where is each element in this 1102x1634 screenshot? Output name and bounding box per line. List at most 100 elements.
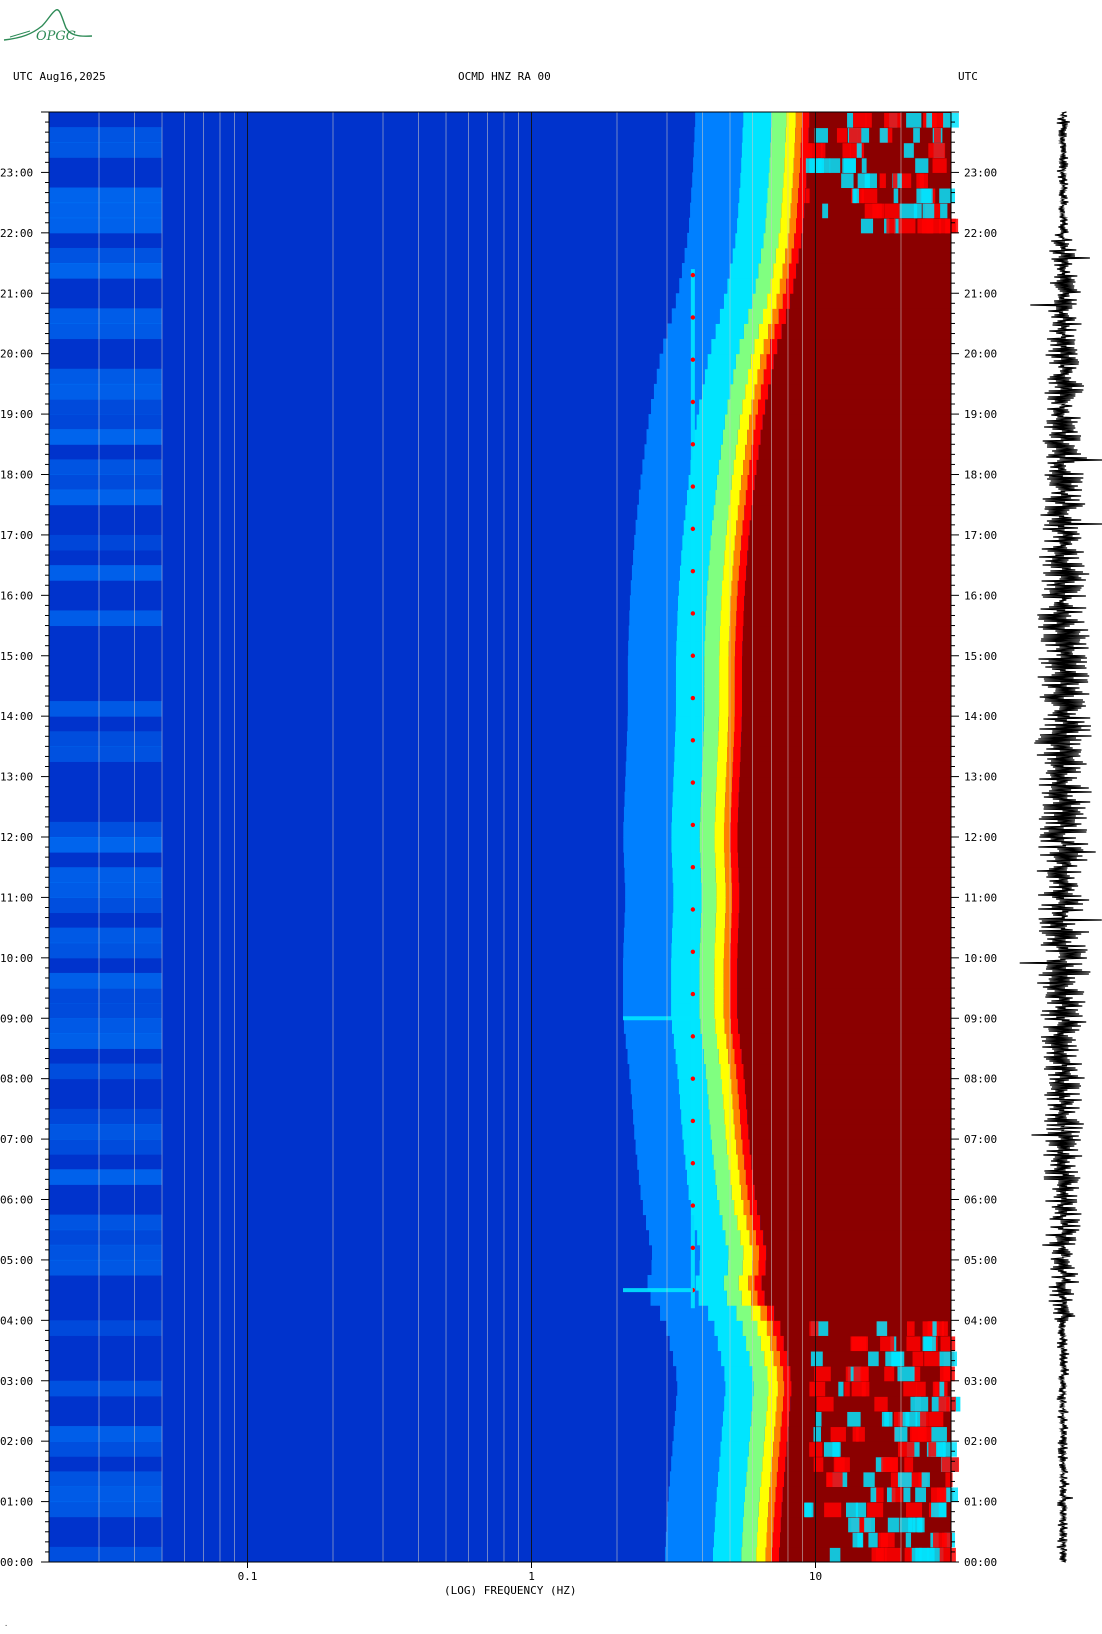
heat-cell [942, 1442, 957, 1457]
heat-cell [707, 580, 723, 596]
y-tick-label-left: 04:00 [0, 1314, 33, 1327]
heat-cell [672, 912, 701, 929]
heat-cell [779, 278, 787, 294]
heat-cell [625, 761, 674, 778]
heat-cell [715, 806, 725, 823]
tonal-dot [690, 780, 696, 785]
y-tick-label-left: 12:00 [0, 831, 33, 844]
heat-cell [741, 157, 770, 173]
y-tick-label-left: 03:00 [0, 1375, 33, 1388]
heat-cell [737, 217, 766, 234]
heat-cell [801, 127, 809, 143]
y-tick-label-right: 08:00 [964, 1073, 997, 1086]
heat-cell [756, 459, 951, 475]
heat-cell [939, 1547, 956, 1563]
heat-cell [763, 338, 771, 355]
heat-cell [629, 1063, 678, 1080]
tonal-dot [690, 484, 696, 489]
heat-cell [630, 1078, 679, 1095]
heat-cell [704, 701, 720, 717]
heat-cell [926, 113, 933, 128]
heat-cell [861, 188, 878, 204]
heat-cell [49, 1501, 163, 1518]
heat-cell [623, 821, 672, 838]
heat-cell [725, 912, 732, 929]
heat-cell [644, 444, 693, 460]
heat-cell [933, 128, 941, 143]
heat-cell [921, 1472, 930, 1487]
heat-cell [722, 1410, 752, 1427]
tonal-dot [690, 738, 696, 743]
heat-cell [816, 1396, 834, 1412]
heat-cell [685, 504, 714, 521]
heat-cell [730, 1003, 738, 1019]
heat-cell [631, 565, 680, 581]
heat-cell [884, 113, 902, 128]
heat-cell [760, 429, 951, 445]
heat-cell [856, 143, 862, 158]
heat-cell [903, 143, 914, 158]
heat-cell [802, 112, 810, 128]
heat-cell [711, 519, 727, 536]
heat-cell [736, 1139, 743, 1155]
heat-cell [725, 791, 732, 808]
heat-cell [628, 640, 677, 657]
heat-cell [671, 806, 701, 823]
heat-cell [754, 474, 951, 491]
heat-cell [694, 1214, 723, 1231]
heat-cell [642, 459, 691, 475]
heat-cell [758, 398, 766, 415]
heat-cell [770, 1471, 777, 1487]
heat-cell [684, 247, 733, 264]
heat-cell [920, 1411, 929, 1427]
heat-cell [623, 927, 672, 944]
heat-cell [897, 173, 902, 189]
heat-cell [749, 1199, 758, 1216]
heat-cell [732, 247, 761, 264]
heat-cell [913, 128, 920, 143]
heat-cell [49, 746, 163, 762]
heat-cell [734, 685, 743, 702]
heat-cell [910, 1396, 929, 1412]
heat-cell [715, 791, 726, 808]
heat-cell [932, 1321, 937, 1336]
heat-cell [701, 776, 717, 793]
heat-cell [905, 1532, 912, 1548]
heat-cell [723, 988, 731, 1004]
heat-cell [692, 444, 721, 460]
heat-cell [700, 927, 716, 944]
heat-cell [719, 640, 729, 657]
heat-cell [752, 1365, 768, 1382]
heat-cell [732, 776, 740, 793]
heat-cell [743, 459, 750, 475]
tonal-dot [690, 991, 696, 997]
heat-cell [715, 912, 726, 929]
heat-cell [741, 731, 951, 747]
heat-cell [671, 1456, 720, 1472]
heat-cell [727, 1259, 743, 1276]
heat-cell [912, 1351, 924, 1367]
heat-cell [743, 1516, 758, 1533]
heat-cell [776, 1471, 785, 1487]
heat-cell [735, 232, 764, 249]
heat-cell [721, 595, 731, 611]
heat-cell [687, 232, 736, 249]
tonal-dot [690, 653, 696, 658]
heat-cell [627, 716, 676, 732]
heat-cell [855, 1502, 867, 1518]
heat-cell [732, 565, 739, 581]
heat-cell [884, 203, 901, 219]
y-tick-label-left: 22:00 [0, 227, 33, 240]
heat-cell [735, 353, 751, 370]
heat-cell [745, 383, 755, 400]
heat-cell [749, 1350, 765, 1367]
heat-cell [681, 1108, 710, 1125]
heat-cell [671, 988, 700, 1004]
heat-cell [743, 1199, 750, 1216]
heat-cell [702, 746, 718, 762]
x-tick-label: 0.1 [238, 1570, 258, 1583]
heat-cell [733, 1108, 741, 1125]
heat-cell [700, 852, 716, 868]
heat-cell [906, 1321, 915, 1336]
heat-cell [719, 701, 729, 717]
